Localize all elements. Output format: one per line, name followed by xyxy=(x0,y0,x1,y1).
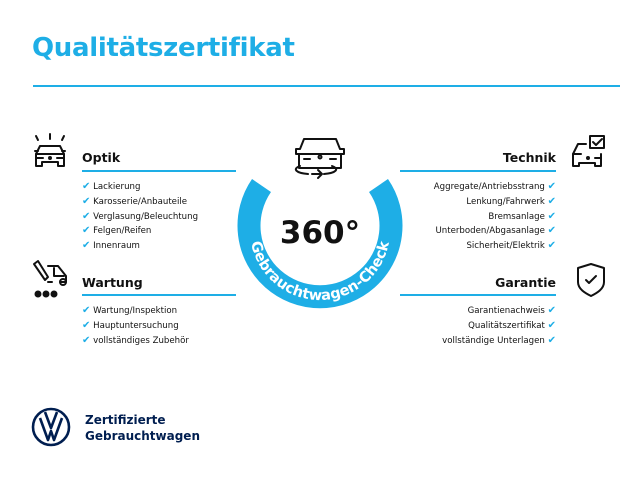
check-icon: ✔ xyxy=(82,210,91,222)
brand-line-2: Gebrauchtwagen xyxy=(85,429,200,443)
title-divider xyxy=(33,85,620,87)
check-icon: ✔ xyxy=(547,195,556,207)
car-rotate-icon xyxy=(294,138,345,179)
shield-check-icon xyxy=(577,263,605,297)
garantie-list: Garantienachweis ✔ Qualitätszertifikat ✔… xyxy=(442,304,556,348)
list-item: vollständige Unterlagen ✔ xyxy=(442,334,556,346)
list-item: Aggregate/Antriebsstrang ✔ xyxy=(433,181,556,192)
service-tools-icon xyxy=(33,260,67,298)
list-item: ✔ Wartung/Inspektion xyxy=(82,305,178,316)
check-360-badge: Gebrauchtwagen-Check 360° xyxy=(237,138,403,309)
vw-logo xyxy=(31,407,71,447)
garantie-divider xyxy=(400,294,556,296)
list-item: Garantienachweis ✔ xyxy=(467,305,556,316)
technik-list: Aggregate/Antriebsstrang ✔ Lenkung/Fahrw… xyxy=(434,180,556,254)
list-item: ✔ Lackierung xyxy=(82,181,141,192)
list-item: Qualitätszertifikat ✔ xyxy=(468,319,556,331)
section-title-wartung: Wartung xyxy=(82,275,143,290)
check-icon: ✔ xyxy=(82,334,91,346)
check-icon: ✔ xyxy=(82,225,91,237)
list-item: ✔ Innenraum xyxy=(82,240,140,252)
check-icon: ✔ xyxy=(547,319,556,331)
list-item: Unterboden/Abgasanlage ✔ xyxy=(435,225,557,237)
wartung-list: ✔ Wartung/Inspektion ✔ Hauptuntersuchung… xyxy=(82,304,189,348)
check-icon: ✔ xyxy=(82,240,91,252)
badge-value: 360° xyxy=(280,215,360,251)
section-title-optik: Optik xyxy=(82,150,121,165)
page-title: Qualitätszertifikat xyxy=(32,33,295,63)
wartung-divider xyxy=(82,294,236,296)
check-icon: ✔ xyxy=(547,210,556,222)
check-icon: ✔ xyxy=(547,240,556,252)
check-icon: ✔ xyxy=(547,305,556,316)
brand-line-1: Zertifizierte xyxy=(85,413,166,427)
car-lights-icon xyxy=(34,133,66,167)
car-checkbox-icon xyxy=(572,135,605,167)
technik-divider xyxy=(400,170,556,172)
list-item: Bremsanlage ✔ xyxy=(488,210,556,222)
check-icon: ✔ xyxy=(82,305,91,316)
section-title-technik: Technik xyxy=(502,150,556,165)
list-item: ✔ Felgen/Reifen xyxy=(82,225,152,237)
check-icon: ✔ xyxy=(547,225,556,237)
list-item: ✔ Karosserie/Anbauteile xyxy=(82,195,188,207)
section-title-garantie: Garantie xyxy=(495,275,556,290)
list-item: ✔ vollständiges Zubehör xyxy=(82,334,189,346)
check-icon: ✔ xyxy=(82,319,91,331)
check-icon: ✔ xyxy=(547,334,556,346)
check-icon: ✔ xyxy=(547,181,556,192)
list-item: Sicherheit/Elektrik ✔ xyxy=(466,240,556,252)
optik-list: ✔ Lackierung ✔ Karosserie/Anbauteile ✔ V… xyxy=(82,180,198,254)
check-icon: ✔ xyxy=(82,181,91,192)
brand-text: Zertifizierte Gebrauchtwagen xyxy=(85,412,200,444)
optik-divider xyxy=(82,170,236,172)
check-icon: ✔ xyxy=(82,195,91,207)
list-item: ✔ Verglasung/Beleuchtung xyxy=(82,210,199,222)
list-item: ✔ Hauptuntersuchung xyxy=(82,319,179,331)
list-item: Lenkung/Fahrwerk ✔ xyxy=(466,195,556,207)
badge-ring xyxy=(237,179,403,309)
